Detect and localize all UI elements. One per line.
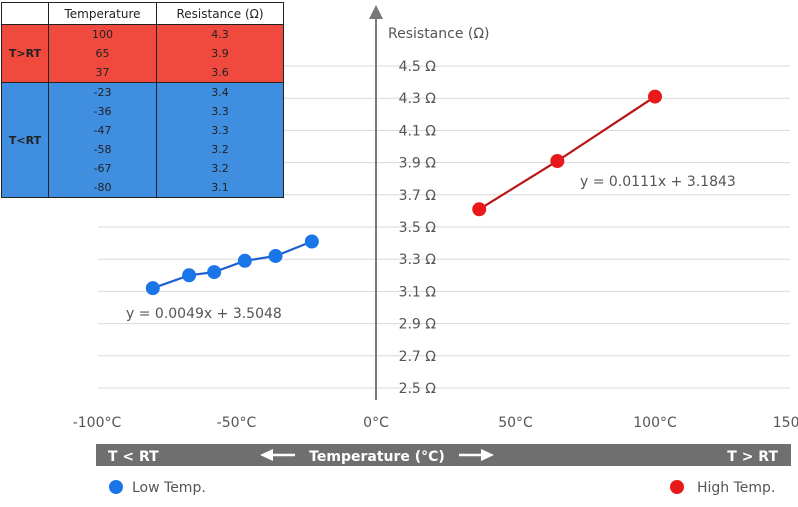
table-row: T>RT 100 4.3 <box>1 24 284 83</box>
data-table: Temperature Resistance (Ω) T>RT 100 4.3 65 3… <box>1 2 284 198</box>
table-cell-temperature: 37 <box>48 63 157 83</box>
y-tick-label: 2.7 Ω <box>399 349 437 365</box>
arrow-up-icon <box>369 5 383 19</box>
y-tick-label: 3.1 Ω <box>399 284 437 300</box>
table-cell-temperature: 65 <box>48 44 157 63</box>
band-right-label: T > RT <box>727 449 778 465</box>
data-point <box>207 265 222 280</box>
table-body: T>RT 100 4.3 65 3.9 37 3.6 T<RT -23 3.4 -36 3.3 -47 3… <box>1 24 284 198</box>
table-row: -80 3.1 <box>1 178 284 198</box>
series-group: y = 0.0049x + 3.5048 y = 0.0111x + 3.1843 <box>126 89 736 322</box>
series-line <box>152 240 313 290</box>
series-line <box>478 95 656 211</box>
temperature-band <box>96 444 791 466</box>
data-point <box>268 248 283 263</box>
y-tick-label: 3.5 Ω <box>399 220 437 236</box>
y-tick-labels: 2.5 Ω 2.7 Ω 2.9 Ω 3.1 Ω 3.3 Ω 3.5 Ω 3.7 Ω 3.9 Ω… <box>399 59 437 397</box>
arrow-left-icon <box>260 449 295 461</box>
table-cell-resistance: 3.3 <box>156 121 284 140</box>
table-header-temperature: Temperature <box>48 2 157 25</box>
table-cell-temperature: -47 <box>48 121 157 140</box>
legend-low-marker <box>109 480 123 494</box>
table-group-label: T<RT <box>1 82 49 198</box>
table-cell-resistance: 3.4 <box>156 82 284 102</box>
legend-low-label: Low Temp. <box>132 480 206 496</box>
trendline-equation: y = 0.0049x + 3.5048 <box>126 306 282 322</box>
table-row: 65 3.9 <box>1 44 284 63</box>
x-tick-label: 100°C <box>633 415 677 431</box>
table-row: -36 3.3 <box>1 102 284 121</box>
table-cell-temperature: -36 <box>48 102 157 121</box>
y-tick-label: 4.1 Ω <box>399 123 437 139</box>
y-tick-label: 4.3 Ω <box>399 91 437 107</box>
table-cell-resistance: 3.3 <box>156 102 284 121</box>
arrow-right-icon <box>459 449 494 461</box>
table-cell-resistance: 3.6 <box>156 63 284 83</box>
table-cell-temperature: -23 <box>48 82 157 102</box>
y-axis <box>369 5 383 400</box>
table-cell-resistance: 4.3 <box>156 24 284 44</box>
series-1: y = 0.0111x + 3.1843 <box>472 89 736 217</box>
table-header-row: Temperature Resistance (Ω) <box>1 2 284 25</box>
table-row: T<RT -23 3.4 <box>1 82 284 198</box>
y-tick-label: 2.9 Ω <box>399 317 437 333</box>
band-center-label: Temperature (°C) <box>309 449 445 465</box>
legend-high-label: High Temp. <box>697 480 775 496</box>
data-point <box>550 153 565 168</box>
legend-high-marker <box>670 480 684 494</box>
x-tick-label: 150°C <box>773 415 798 431</box>
data-point <box>648 89 662 104</box>
x-tick-label: -50°C <box>217 415 257 431</box>
data-point <box>472 202 487 217</box>
y-tick-label: 3.3 Ω <box>399 252 437 268</box>
table-cell-resistance: 3.2 <box>156 159 284 178</box>
y-tick-label: 4.5 Ω <box>399 59 437 75</box>
table-row: 37 3.6 <box>1 63 284 83</box>
x-tick-label: -100°C <box>73 415 122 431</box>
table-header-corner <box>1 2 49 25</box>
table-header: Temperature Resistance (Ω) <box>1 2 284 25</box>
data-point <box>145 281 160 296</box>
band-left-label: T < RT <box>108 449 159 465</box>
table-row: -58 3.2 <box>1 140 284 159</box>
table-row: -47 3.3 <box>1 121 284 140</box>
table-row: -67 3.2 <box>1 159 284 178</box>
table-cell-temperature: -67 <box>48 159 157 178</box>
table-cell-resistance: 3.9 <box>156 44 284 63</box>
y-axis-title: Resistance (Ω) <box>388 26 490 42</box>
y-tick-label: 2.5 Ω <box>399 381 437 397</box>
y-tick-label: 3.7 Ω <box>399 188 437 204</box>
data-point <box>182 268 197 283</box>
y-tick-label: 3.9 Ω <box>399 156 437 172</box>
table-cell-resistance: 3.2 <box>156 140 284 159</box>
x-tick-labels: -100°C -50°C 0°C 50°C 100°C 150°C <box>73 415 798 431</box>
x-tick-label: 50°C <box>498 415 533 431</box>
table-cell-temperature: 100 <box>48 24 157 44</box>
table-cell-temperature: -80 <box>48 178 157 198</box>
data-point <box>304 234 319 249</box>
table-header-resistance: Resistance (Ω) <box>156 2 284 25</box>
table-cell-temperature: -58 <box>48 140 157 159</box>
series-0: y = 0.0049x + 3.5048 <box>126 234 319 322</box>
x-tick-label: 0°C <box>363 415 389 431</box>
table-cell-resistance: 3.1 <box>156 178 284 198</box>
trendline-equation: y = 0.0111x + 3.1843 <box>580 174 736 190</box>
table-group-label: T>RT <box>1 24 49 83</box>
data-point <box>237 253 252 268</box>
